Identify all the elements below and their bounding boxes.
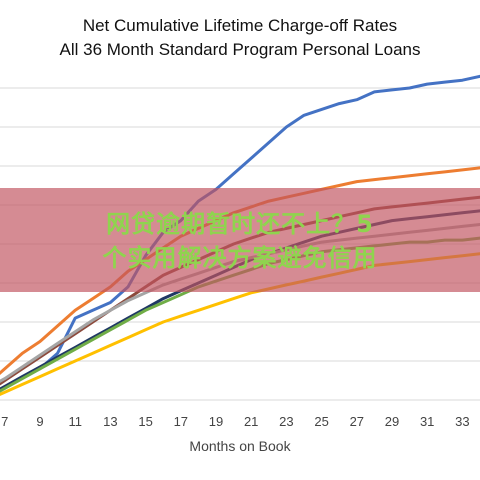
series-line-1 <box>0 74 480 393</box>
x-tick-label: 9 <box>36 414 43 429</box>
banner-text-line-1: 网贷逾期暂时还不上？5 <box>106 210 374 238</box>
x-tick-label: 25 <box>314 414 328 429</box>
x-tick-label: 13 <box>103 414 117 429</box>
x-tick-label: 15 <box>138 414 152 429</box>
x-axis-label: Months on Book <box>189 438 291 454</box>
x-tick-label: 29 <box>385 414 399 429</box>
watermark-banner <box>0 188 480 292</box>
x-tick-label: 27 <box>350 414 364 429</box>
x-tick-label: 17 <box>174 414 188 429</box>
x-tick-label: 21 <box>244 414 258 429</box>
chart-subtitle: All 36 Month Standard Program Personal L… <box>59 40 421 59</box>
chart-title: Net Cumulative Lifetime Charge-off Rates <box>82 16 398 35</box>
x-tick-label: 19 <box>209 414 223 429</box>
x-tick-label: 31 <box>420 414 434 429</box>
x-tick-label: 11 <box>68 414 82 429</box>
x-tick-label: 23 <box>279 414 293 429</box>
x-tick-label: 33 <box>455 414 469 429</box>
x-tick-labels: 7 9 11 13 15 17 19 21 23 25 27 29 31 33 <box>1 414 469 429</box>
x-tick-label: 7 <box>1 414 8 429</box>
banner-text-line-2: 个实用解决方案避免信用 <box>102 244 378 272</box>
